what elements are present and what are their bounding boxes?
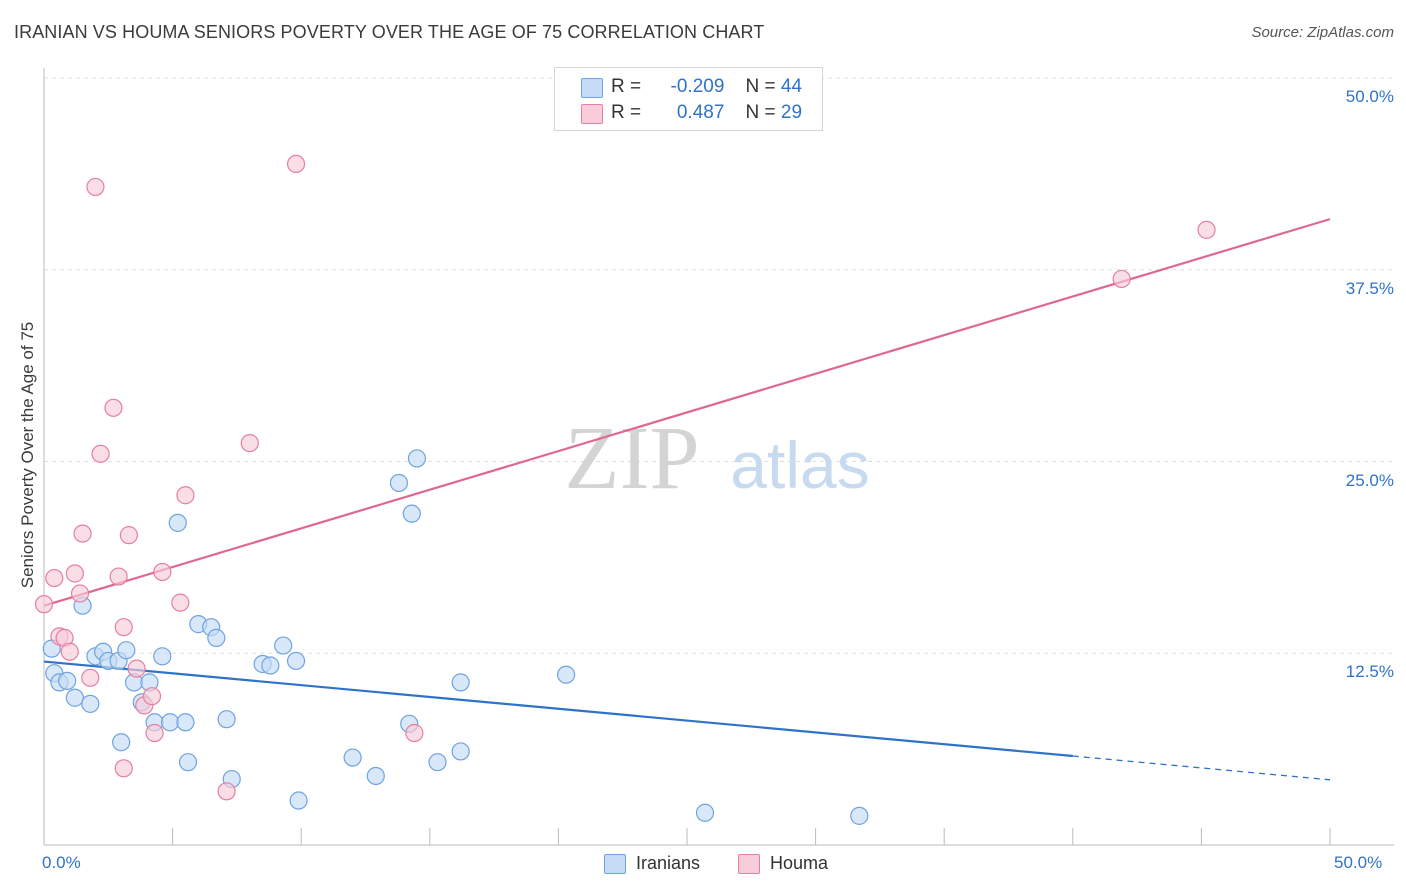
chart-title: IRANIAN VS HOUMA SENIORS POVERTY OVER TH… — [14, 22, 765, 42]
point-iranians — [207, 628, 226, 648]
source-label: Source: ZipAtlas.com — [1251, 24, 1394, 41]
point-iranians — [850, 806, 869, 825]
point-houma — [1197, 220, 1216, 239]
trend-line-houma — [43, 218, 1331, 607]
point-iranians — [65, 688, 84, 707]
point-iranians — [695, 803, 715, 822]
point-iranians — [289, 791, 308, 810]
point-houma — [65, 564, 84, 583]
point-houma — [127, 659, 146, 678]
point-houma — [1112, 269, 1131, 289]
watermark-atlas: atlas — [730, 428, 869, 502]
point-houma — [405, 723, 424, 743]
point-houma — [45, 568, 64, 588]
y-axis-title: Seniors Poverty Over the Age of 75 — [18, 321, 37, 589]
point-iranians — [343, 748, 362, 767]
point-iranians — [402, 504, 421, 523]
trend-line-extension — [1072, 755, 1331, 781]
point-iranians — [389, 473, 409, 493]
point-houma — [91, 444, 110, 463]
point-houma — [171, 593, 190, 612]
x-tick-label-max: 50.0% — [1334, 853, 1383, 872]
point-houma — [60, 642, 79, 661]
point-iranians — [117, 641, 136, 660]
point-houma — [114, 618, 133, 637]
point-iranians — [557, 665, 576, 684]
r-value-houma: 0.487 — [676, 102, 725, 123]
point-houma — [217, 782, 236, 801]
point-houma — [86, 177, 105, 197]
point-iranians — [58, 671, 77, 690]
n-value-houma: 29 — [780, 102, 803, 123]
point-iranians — [286, 651, 306, 671]
x-tick-label-min: 0.0% — [42, 853, 81, 872]
legend-swatch-houma — [738, 854, 760, 874]
point-iranians — [261, 656, 280, 675]
r-label: R = — [611, 76, 642, 97]
legend-swatch-iranians — [581, 78, 603, 98]
point-iranians — [274, 636, 293, 655]
point-iranians — [176, 713, 195, 732]
point-houma — [286, 154, 306, 174]
point-iranians — [366, 766, 385, 786]
point-iranians — [81, 694, 100, 713]
n-label: N = — [745, 102, 776, 123]
y-tick-label: 50.0% — [1345, 87, 1394, 106]
legend-swatch-houma — [581, 104, 603, 124]
data-points — [34, 154, 1216, 825]
point-houma — [176, 486, 195, 505]
point-houma — [81, 668, 100, 687]
point-iranians — [168, 513, 187, 532]
y-tick-label: 37.5% — [1345, 278, 1394, 298]
point-houma — [114, 759, 133, 778]
stats-legend: R = -0.209 N = 44 R = 0.487 N = 29 — [554, 67, 823, 131]
point-houma — [73, 524, 92, 543]
y-tick-label: 25.0% — [1345, 470, 1394, 490]
point-houma — [119, 526, 138, 545]
point-iranians — [160, 713, 180, 732]
watermark-zip: ZIP — [565, 409, 700, 508]
point-iranians — [407, 449, 427, 468]
point-iranians — [451, 742, 470, 761]
r-value-iranians: -0.209 — [670, 76, 725, 97]
y-tick-label: 12.5% — [1345, 662, 1394, 682]
point-iranians — [428, 753, 447, 772]
point-houma — [240, 433, 259, 453]
point-iranians — [112, 733, 131, 752]
point-iranians — [153, 647, 172, 666]
point-houma — [109, 567, 128, 586]
axes — [43, 68, 1394, 846]
point-houma — [153, 562, 172, 582]
point-houma — [70, 584, 90, 603]
point-houma — [142, 687, 162, 706]
legend-swatch-iranians — [604, 854, 626, 874]
legend-label-iranians: Iranians — [636, 853, 701, 873]
point-iranians — [217, 710, 236, 729]
trend-line-iranians — [43, 660, 1073, 758]
n-label: N = — [745, 76, 776, 97]
point-houma — [145, 723, 164, 743]
r-label: R = — [611, 102, 642, 123]
point-iranians — [178, 753, 198, 772]
legend-label-houma: Houma — [770, 853, 829, 873]
point-houma — [104, 398, 123, 417]
grid-lines — [44, 77, 1394, 654]
point-houma — [34, 595, 54, 614]
n-value-iranians: 44 — [780, 76, 803, 97]
point-iranians — [451, 673, 470, 692]
